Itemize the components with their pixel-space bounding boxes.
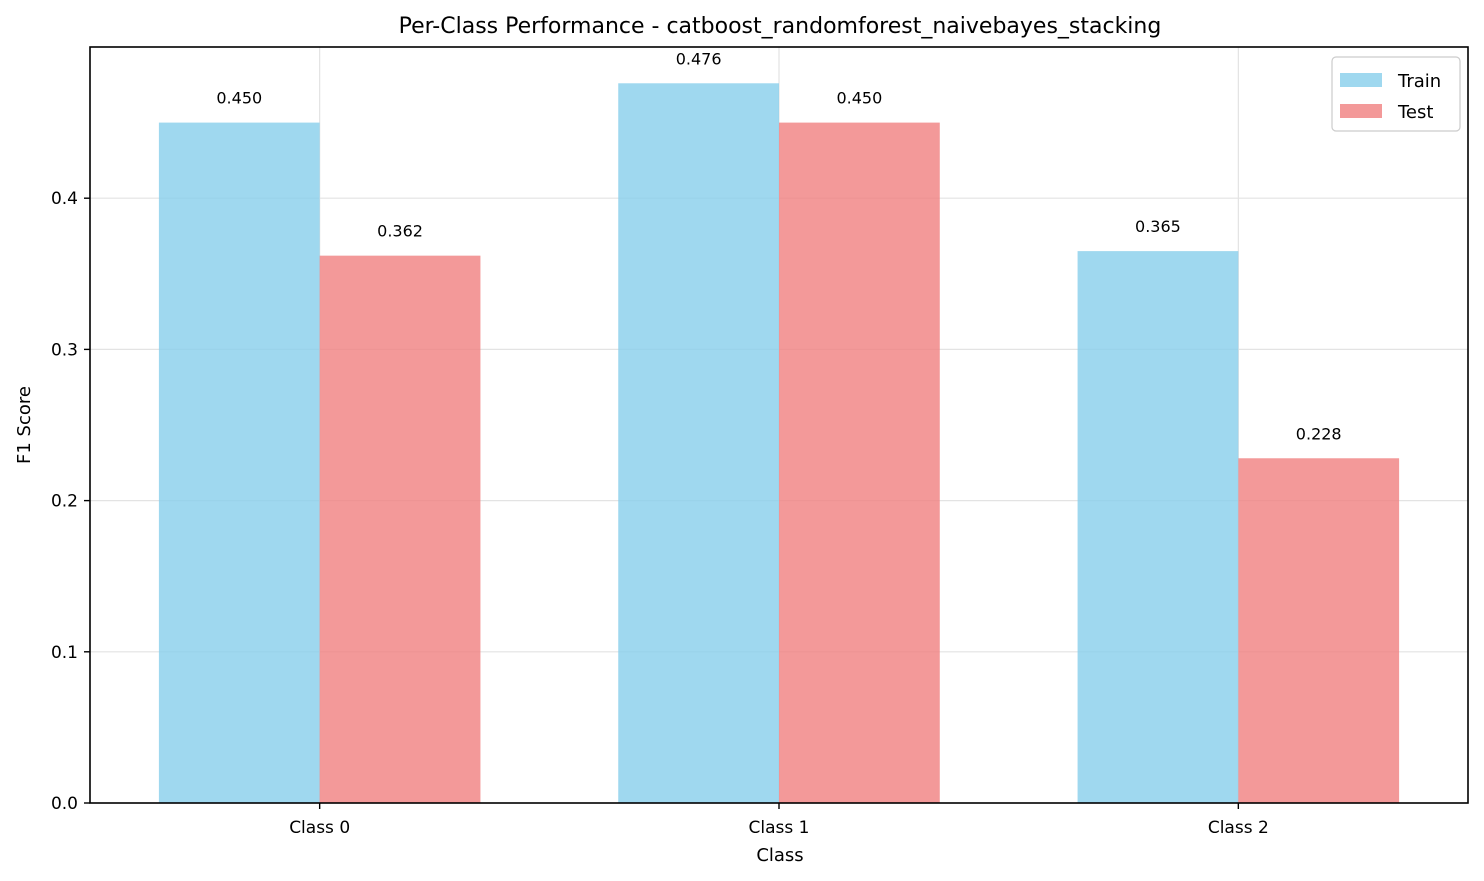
- bar-train-2: [1077, 251, 1239, 803]
- bar-value-label-train-2: 0.365: [1135, 217, 1181, 236]
- bar-train-1: [618, 83, 779, 803]
- bar-value-label-test-1: 0.450: [836, 89, 882, 108]
- bar-test-2: [1238, 458, 1400, 803]
- legend-label-test: Test: [1397, 102, 1433, 123]
- bar-value-labels: 0.450 0.476 0.365 0.362 0.450 0.228: [216, 49, 1341, 443]
- y-tick-label: 0.2: [51, 492, 78, 512]
- bars: [158, 83, 1400, 804]
- y-tick-label: 0.3: [51, 340, 78, 360]
- y-tick-label: 0.1: [51, 643, 78, 663]
- x-axis-label: Class: [756, 845, 803, 866]
- x-tick-label: Class 2: [1208, 818, 1269, 838]
- x-axis: Class 0 Class 1 Class 2: [289, 803, 1269, 838]
- bar-value-label-test-2: 0.228: [1296, 424, 1342, 443]
- bar-train-0: [158, 122, 320, 804]
- bar-test-1: [779, 122, 940, 804]
- chart-title: Per-Class Performance - catboost_randomf…: [399, 14, 1162, 39]
- legend: Train Test: [1331, 56, 1461, 132]
- bar-test-0: [319, 255, 481, 803]
- x-tick-label: Class 1: [749, 818, 810, 838]
- bar-value-label-test-0: 0.362: [377, 222, 423, 241]
- y-axis-label: F1 Score: [14, 386, 35, 464]
- legend-box: [1331, 56, 1461, 132]
- bar-value-label-train-0: 0.450: [216, 89, 262, 108]
- bar-value-label-train-1: 0.476: [676, 49, 722, 68]
- y-axis: 0.0 0.1 0.2 0.3 0.4: [51, 189, 90, 814]
- legend-swatch-test: [1340, 104, 1382, 118]
- legend-label-train: Train: [1397, 71, 1441, 92]
- legend-swatch-train: [1340, 73, 1382, 87]
- x-tick-label: Class 0: [289, 818, 350, 838]
- y-tick-label: 0.0: [51, 794, 78, 814]
- y-tick-label: 0.4: [51, 189, 78, 209]
